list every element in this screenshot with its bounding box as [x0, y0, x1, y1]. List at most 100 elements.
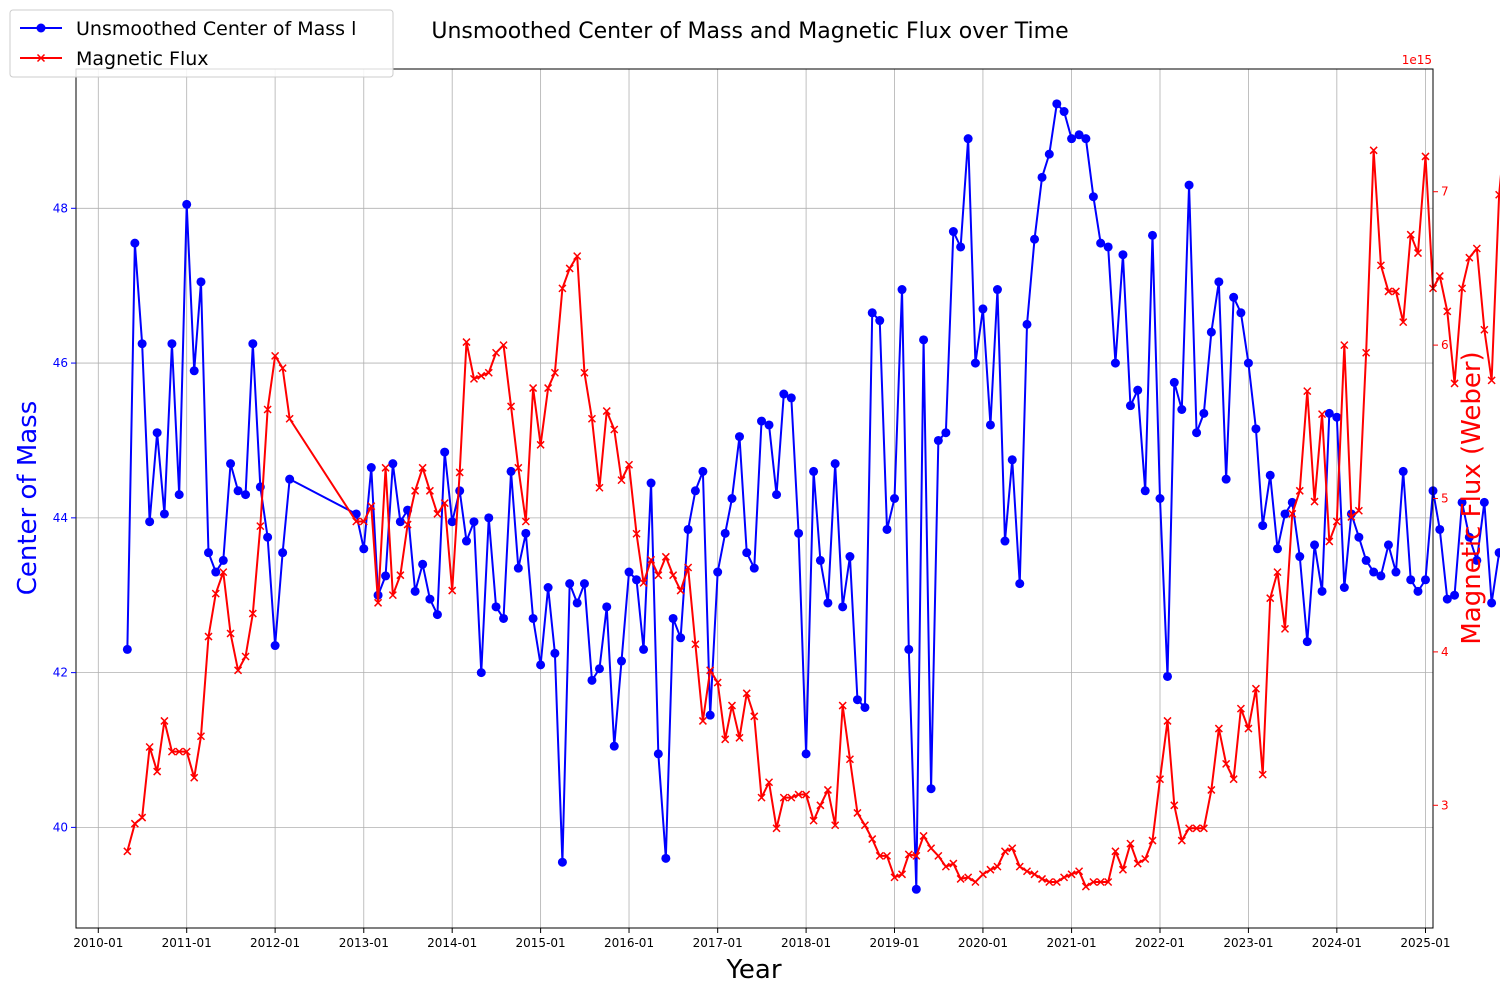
data-point [447, 517, 457, 527]
data-point [1088, 192, 1098, 202]
data-point [1295, 486, 1304, 495]
data-point [698, 466, 708, 476]
data-point [610, 425, 619, 434]
x-tick-label: 2010-01 [73, 936, 123, 950]
data-point [1184, 180, 1194, 190]
data-point [182, 199, 192, 209]
data-point [830, 459, 840, 469]
data-point [263, 532, 273, 542]
data-point [1110, 358, 1120, 368]
data-point [410, 586, 420, 596]
data-point [617, 656, 627, 666]
data-point [130, 238, 140, 248]
data-point [1111, 847, 1120, 856]
data-point [956, 242, 966, 252]
data-point [1147, 230, 1157, 240]
data-point [668, 613, 678, 623]
data-point [565, 579, 575, 589]
data-point [794, 790, 803, 799]
data-point [735, 733, 744, 742]
x-tick-label: 2016-01 [604, 936, 654, 950]
data-point [1354, 506, 1363, 515]
data-point [647, 555, 656, 564]
data-point [772, 490, 782, 500]
data-point [1324, 408, 1334, 418]
data-point [713, 567, 723, 577]
data-point [507, 402, 516, 411]
data-point [1450, 379, 1459, 388]
data-point [890, 873, 899, 882]
data-point [890, 494, 900, 503]
data-point [654, 571, 663, 580]
data-point [1472, 244, 1481, 253]
data-point [1229, 292, 1239, 302]
data-point [440, 499, 449, 508]
data-point [690, 486, 700, 496]
data-point [469, 517, 479, 527]
data-point [927, 844, 936, 853]
data-point [875, 316, 885, 326]
data-point [1332, 412, 1342, 422]
data-point [602, 602, 612, 612]
data-point [432, 610, 442, 620]
data-point [271, 351, 280, 360]
data-point [941, 428, 951, 438]
data-point [580, 368, 589, 377]
data-point [816, 801, 825, 810]
data-point [587, 414, 596, 423]
data-point [1229, 775, 1238, 784]
data-point [1325, 537, 1334, 546]
data-point [499, 613, 509, 623]
data-point [270, 641, 280, 651]
y-left-tick-label: 44 [53, 511, 68, 525]
data-point [632, 575, 642, 585]
data-point [765, 778, 774, 787]
data-point [993, 862, 1002, 871]
data-point [1251, 424, 1261, 434]
data-point [1340, 341, 1349, 350]
data-point [122, 644, 132, 654]
data-point [639, 578, 648, 587]
data-point [1060, 873, 1069, 882]
legend-label-com: Unsmoothed Center of Mass l [76, 18, 356, 40]
data-point [461, 536, 471, 546]
data-point [1479, 497, 1489, 507]
data-point [1037, 874, 1047, 883]
data-point [153, 767, 162, 776]
data-point [602, 407, 611, 416]
x-tick-label: 2014-01 [427, 936, 477, 950]
data-point [749, 563, 759, 573]
data-point [882, 851, 892, 860]
data-point [1008, 844, 1017, 853]
data-point [661, 853, 671, 863]
data-point [1347, 512, 1356, 521]
data-point [985, 420, 995, 430]
data-point [388, 459, 398, 469]
data-point [425, 594, 435, 604]
series-magnetic-flux [123, 146, 1500, 891]
data-point [543, 583, 553, 592]
data-point [676, 633, 686, 643]
data-point [779, 389, 789, 399]
data-point [653, 749, 663, 759]
data-point [1435, 272, 1444, 281]
data-point [1125, 401, 1135, 411]
data-point [757, 416, 767, 426]
data-point [211, 567, 221, 577]
data-point [912, 851, 921, 860]
data-point [683, 524, 693, 534]
data-point [1399, 318, 1408, 327]
data-point [1354, 532, 1364, 542]
data-point [720, 528, 730, 538]
data-point [757, 793, 766, 802]
data-point [1141, 854, 1150, 864]
data-point [573, 252, 582, 261]
data-point [1369, 146, 1378, 155]
data-point [189, 366, 199, 376]
data-point [1310, 497, 1319, 506]
data-point [772, 824, 781, 833]
data-point [395, 517, 405, 527]
data-point [624, 567, 634, 577]
data-point [1369, 567, 1379, 577]
data-point [1015, 579, 1025, 589]
